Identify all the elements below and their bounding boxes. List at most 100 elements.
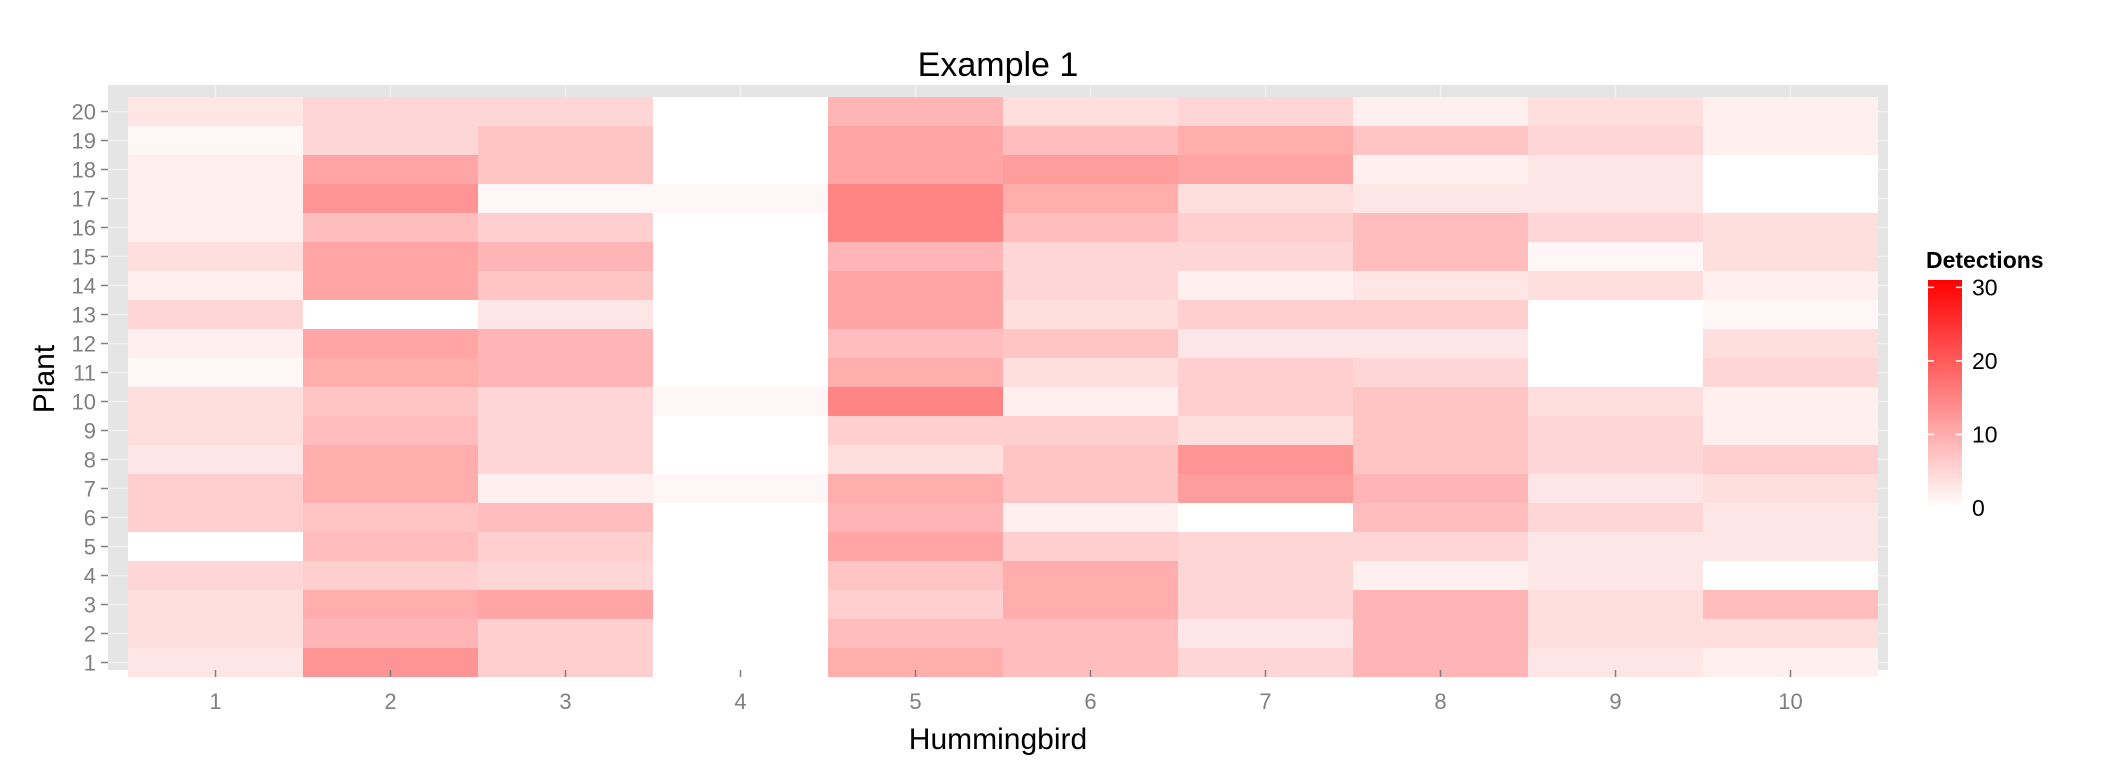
heatmap-cell [1178,97,1353,126]
heatmap-cell [1353,97,1528,126]
heatmap-cell [1528,97,1703,126]
heatmap-cell [1703,126,1878,155]
heatmap-cell [1703,532,1878,561]
heatmap-cell [303,271,478,300]
heatmap-cell [1353,590,1528,619]
heatmap-cell [1528,329,1703,358]
heatmap-cell [128,503,303,532]
heatmap-cell [303,445,478,474]
heatmap-cell [478,271,653,300]
heatmap-cell [478,416,653,445]
heatmap-cell [1703,184,1878,213]
heatmap-cell [828,445,1003,474]
heatmap-cell [1528,271,1703,300]
heatmap-cell [653,503,828,532]
heatmap-cell [1703,619,1878,648]
heatmap-cell [1003,126,1178,155]
heatmap-cell [1353,561,1528,590]
heatmap-cell [1528,416,1703,445]
heatmap-cell [828,184,1003,213]
x-tick-label: 3 [559,689,571,714]
legend-colorbar [1928,280,1962,508]
heatmap-cell [828,300,1003,329]
heatmap-cell [828,155,1003,184]
heatmap-cell [303,155,478,184]
heatmap-cell [1003,561,1178,590]
legend-tick-label: 20 [1972,348,1998,374]
x-axis-ticks: 1 2 3 4 5 6 7 8 9 10 [209,670,1803,714]
heatmap-cell [478,474,653,503]
heatmap-cell [1353,387,1528,416]
heatmap-cell [1178,242,1353,271]
legend: Detections 0 10 20 30 [1926,247,2044,521]
heatmap-cell [478,532,653,561]
heatmap-cell [1353,532,1528,561]
y-tick-label: 6 [84,506,96,531]
legend-tick-label: 30 [1972,274,1998,300]
heatmap-cell [303,242,478,271]
heatmap-cell [1178,329,1353,358]
heatmap-cell [1353,300,1528,329]
heatmap-cell [828,97,1003,126]
heatmap-cell [1003,445,1178,474]
heatmap-cell [1353,503,1528,532]
y-tick-label: 7 [84,477,96,502]
heatmap-cell [1703,503,1878,532]
heatmap-cell [828,329,1003,358]
y-tick-label: 3 [84,593,96,618]
heatmap-cell [1003,474,1178,503]
heatmap-cell [1528,561,1703,590]
heatmap-cell [653,329,828,358]
heatmap-cell [1003,213,1178,242]
y-tick-label: 18 [72,158,96,183]
heatmap-cell [1703,271,1878,300]
heatmap-cell [653,97,828,126]
legend-title: Detections [1926,247,2044,273]
heatmap-cell [653,213,828,242]
heatmap-cell [128,445,303,474]
heatmap-cell [303,532,478,561]
heatmap-cell [1003,242,1178,271]
heatmap-cell [1353,126,1528,155]
heatmap-cell [1178,474,1353,503]
heatmap-cell [303,619,478,648]
heatmap-cell [828,474,1003,503]
heatmap-cell [1703,242,1878,271]
heatmap-cell [1528,213,1703,242]
heatmap-cell [1703,155,1878,184]
heatmap-cell [1353,271,1528,300]
legend-tick-label: 10 [1972,421,1998,447]
heatmap-cell [128,474,303,503]
heatmap-cell [1353,242,1528,271]
heatmap-cell [128,387,303,416]
heatmap-cell [128,184,303,213]
heatmap-cell [653,155,828,184]
heatmap-cell [478,242,653,271]
heatmap-cell [1703,329,1878,358]
heatmap-cell [653,590,828,619]
heatmap-cell [478,155,653,184]
y-tick-label: 12 [72,332,96,357]
x-tick-label: 10 [1778,689,1802,714]
heatmap-cell [128,213,303,242]
heatmap-cell [1003,97,1178,126]
heatmap-cell [828,387,1003,416]
heatmap-cell [1353,445,1528,474]
y-tick-label: 9 [84,419,96,444]
heatmap-cell [303,329,478,358]
heatmap-cell [128,590,303,619]
heatmap-cell [128,358,303,387]
x-tick-label: 1 [209,689,221,714]
heatmap-cell [1528,590,1703,619]
heatmap-cell [828,213,1003,242]
heatmap-cell [653,532,828,561]
y-tick-label: 2 [84,622,96,647]
heatmap-cell [1353,329,1528,358]
heatmap-cell [1003,155,1178,184]
heatmap-cell [653,184,828,213]
heatmap-cell [128,532,303,561]
chart-title: Example 1 [918,46,1079,84]
x-tick-label: 7 [1259,689,1271,714]
heatmap-cell [1003,387,1178,416]
